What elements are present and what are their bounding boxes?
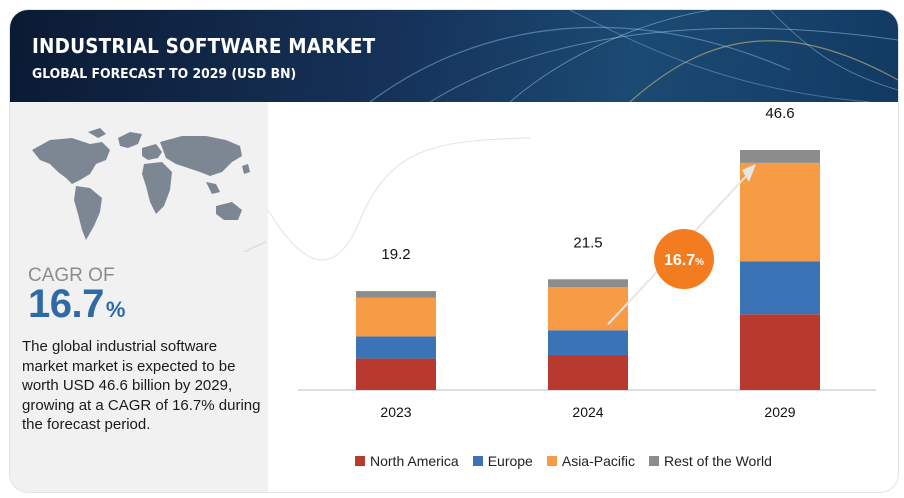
bar-segment-asia-pacific-2023 (356, 297, 436, 337)
bar-segment-rest-of-the-world-2024 (548, 279, 628, 287)
decorative-curve (267, 137, 531, 261)
stacked-bar-chart: 19.2 2023 21.5 2024 46.6 2029 16.7% (267, 105, 876, 420)
cagr-unit: % (105, 297, 126, 322)
header-banner: INDUSTRIAL SOFTWARE MARKET GLOBAL FORECA… (10, 10, 898, 102)
total-label-2029: 46.6 (765, 105, 794, 122)
bar-segment-north-america-2024 (548, 354, 628, 390)
legend-label: Rest of the World (664, 453, 772, 469)
bar-segment-north-america-2023 (356, 358, 436, 390)
growth-arrow-head-icon (742, 164, 756, 182)
page-subtitle: GLOBAL FORECAST TO 2029 (USD BN) (32, 66, 297, 82)
cagr-label: CAGR OF (28, 265, 115, 286)
legend-swatch (649, 456, 659, 466)
legend-swatch (355, 456, 365, 466)
x-tick-label-2024: 2024 (572, 404, 603, 420)
bar-segment-north-america-2029 (740, 314, 820, 390)
total-label-2023: 19.2 (381, 246, 410, 263)
x-tick-label-2029: 2029 (764, 404, 795, 420)
bar-segment-rest-of-the-world-2029 (740, 150, 820, 163)
legend-label: Asia-Pacific (561, 453, 635, 469)
legend-item-asia-pacific: Asia-Pacific (546, 453, 635, 469)
legend-label: North America (370, 453, 459, 469)
legend-label: Europe (487, 453, 533, 469)
bar-segment-rest-of-the-world-2023 (356, 291, 436, 298)
left-panel: CAGR OF 16.7% The global industrial soft… (10, 102, 268, 492)
bar-segment-europe-2024 (548, 330, 628, 355)
bar-segment-europe-2023 (356, 336, 436, 359)
cagr-number: 16.7 (28, 282, 104, 326)
cagr-badge-label: 16.7% (664, 252, 704, 269)
page-title: INDUSTRIAL SOFTWARE MARKET (32, 34, 376, 58)
chart-legend: North America Europe Asia-Pacific Rest of t… (355, 453, 772, 469)
header-light-trails (369, 10, 898, 102)
market-description: The global industrial software market ma… (22, 338, 261, 433)
legend-item-north-america: North America (355, 453, 459, 469)
legend-swatch (472, 456, 483, 466)
legend-swatch (546, 456, 557, 466)
bar-segment-asia-pacific-2024 (548, 286, 628, 331)
cagr-badge-value: 16.7 (664, 252, 695, 269)
total-label-2024: 21.5 (573, 234, 602, 251)
cagr-value: 16.7% (28, 282, 125, 327)
bar-segment-europe-2029 (740, 261, 820, 315)
x-tick-label-2023: 2023 (380, 404, 411, 420)
world-map-icon (32, 128, 267, 252)
cagr-badge-unit: % (695, 257, 704, 268)
bar-segment-asia-pacific-2029 (740, 162, 820, 262)
cagr-badge-circle (654, 229, 714, 289)
legend-item-europe: Europe (472, 453, 533, 469)
infographic-frame: INDUSTRIAL SOFTWARE MARKET GLOBAL FORECA… (10, 10, 898, 492)
legend-item-rest-of-the-world: Rest of the World (649, 453, 772, 469)
